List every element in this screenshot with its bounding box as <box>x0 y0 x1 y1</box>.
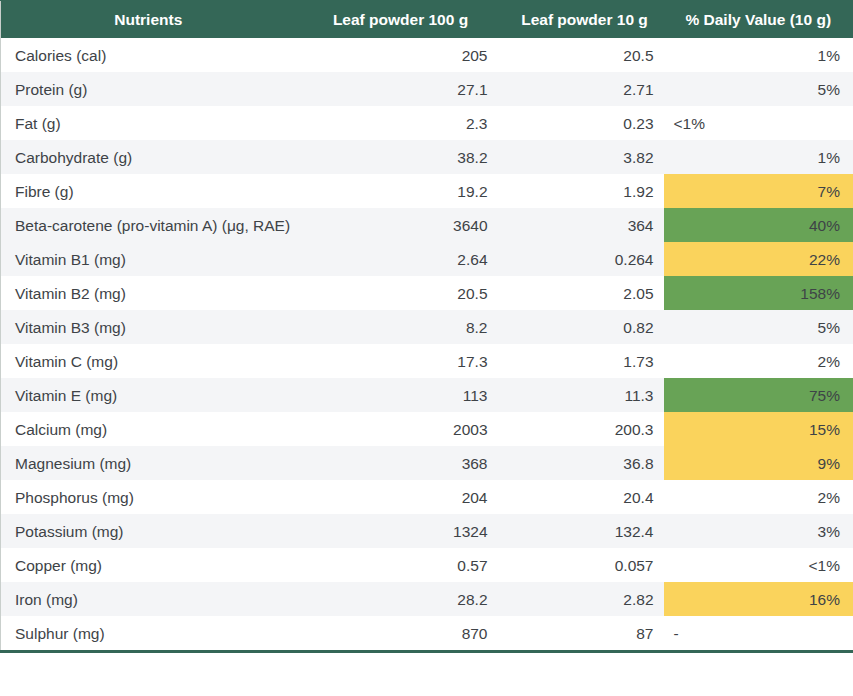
table-row: Fibre (g)19.21.927% <box>1 174 853 208</box>
table-row: Phosphorus (mg)20420.42% <box>1 480 853 514</box>
table-body: Calories (cal)20520.51%Protein (g)27.12.… <box>1 38 853 652</box>
value-10g-cell: 20.4 <box>506 480 664 514</box>
nutrient-cell: Carbohydrate (g) <box>1 140 296 174</box>
nutrient-cell: Beta-carotene (pro-vitamin A) (μg, RAE) <box>1 208 296 242</box>
value-10g-cell: 1.73 <box>506 344 664 378</box>
value-100g-cell: 0.57 <box>296 548 506 582</box>
value-10g-cell: 2.71 <box>506 72 664 106</box>
value-10g-cell: 132.4 <box>506 514 664 548</box>
table-header: Nutrients Leaf powder 100 g Leaf powder … <box>1 1 853 39</box>
value-100g-cell: 2003 <box>296 412 506 446</box>
nutrient-cell: Calcium (mg) <box>1 412 296 446</box>
daily-value-cell: 9% <box>664 446 853 480</box>
value-10g-cell: 0.057 <box>506 548 664 582</box>
value-10g-cell: 20.5 <box>506 38 664 72</box>
header-row: Nutrients Leaf powder 100 g Leaf powder … <box>1 1 853 39</box>
nutrient-cell: Copper (mg) <box>1 548 296 582</box>
daily-value-cell: 22% <box>664 242 853 276</box>
daily-value-cell: 3% <box>664 514 853 548</box>
table-row: Potassium (mg)1324132.43% <box>1 514 853 548</box>
value-100g-cell: 204 <box>296 480 506 514</box>
daily-value-cell: 75% <box>664 378 853 412</box>
nutrient-cell: Calories (cal) <box>1 38 296 72</box>
nutrient-cell: Magnesium (mg) <box>1 446 296 480</box>
value-100g-cell: 38.2 <box>296 140 506 174</box>
daily-value-cell: 5% <box>664 72 853 106</box>
value-10g-cell: 87 <box>506 616 664 652</box>
daily-value-cell: 7% <box>664 174 853 208</box>
value-100g-cell: 17.3 <box>296 344 506 378</box>
nutrition-table: Nutrients Leaf powder 100 g Leaf powder … <box>0 0 853 653</box>
nutrient-cell: Fat (g) <box>1 106 296 140</box>
daily-value-cell: <1% <box>664 548 853 582</box>
table-row: Sulphur (mg)87087- <box>1 616 853 652</box>
value-100g-cell: 3640 <box>296 208 506 242</box>
daily-value-cell: 40% <box>664 208 853 242</box>
nutrition-table-container: Nutrients Leaf powder 100 g Leaf powder … <box>0 0 853 696</box>
daily-value-cell: 2% <box>664 344 853 378</box>
daily-value-cell: 1% <box>664 38 853 72</box>
table-row: Beta-carotene (pro-vitamin A) (μg, RAE)3… <box>1 208 853 242</box>
value-10g-cell: 364 <box>506 208 664 242</box>
value-100g-cell: 113 <box>296 378 506 412</box>
daily-value-cell: 158% <box>664 276 853 310</box>
nutrient-cell: Sulphur (mg) <box>1 616 296 652</box>
nutrient-cell: Vitamin B3 (mg) <box>1 310 296 344</box>
daily-value-cell: 15% <box>664 412 853 446</box>
value-100g-cell: 8.2 <box>296 310 506 344</box>
nutrient-cell: Vitamin C (mg) <box>1 344 296 378</box>
value-100g-cell: 368 <box>296 446 506 480</box>
nutrient-cell: Iron (mg) <box>1 582 296 616</box>
header-leaf-powder-10g: Leaf powder 10 g <box>506 1 664 39</box>
table-row: Calories (cal)20520.51% <box>1 38 853 72</box>
value-100g-cell: 1324 <box>296 514 506 548</box>
nutrient-cell: Phosphorus (mg) <box>1 480 296 514</box>
table-row: Protein (g)27.12.715% <box>1 72 853 106</box>
daily-value-cell: 5% <box>664 310 853 344</box>
value-10g-cell: 11.3 <box>506 378 664 412</box>
daily-value-cell: - <box>664 616 853 652</box>
nutrient-cell: Vitamin B2 (mg) <box>1 276 296 310</box>
value-100g-cell: 20.5 <box>296 276 506 310</box>
table-row: Calcium (mg)2003200.315% <box>1 412 853 446</box>
header-daily-value: % Daily Value (10 g) <box>664 1 853 39</box>
daily-value-cell: 2% <box>664 480 853 514</box>
daily-value-cell: 1% <box>664 140 853 174</box>
table-row: Vitamin B2 (mg)20.52.05158% <box>1 276 853 310</box>
table-row: Fat (g)2.30.23<1% <box>1 106 853 140</box>
value-10g-cell: 3.82 <box>506 140 664 174</box>
table-row: Vitamin B1 (mg)2.640.26422% <box>1 242 853 276</box>
value-10g-cell: 1.92 <box>506 174 664 208</box>
value-100g-cell: 870 <box>296 616 506 652</box>
table-row: Magnesium (mg)36836.89% <box>1 446 853 480</box>
value-10g-cell: 2.82 <box>506 582 664 616</box>
nutrient-cell: Potassium (mg) <box>1 514 296 548</box>
table-row: Copper (mg)0.570.057<1% <box>1 548 853 582</box>
value-100g-cell: 27.1 <box>296 72 506 106</box>
value-100g-cell: 28.2 <box>296 582 506 616</box>
value-10g-cell: 2.05 <box>506 276 664 310</box>
daily-value-cell: <1% <box>664 106 853 140</box>
value-10g-cell: 0.82 <box>506 310 664 344</box>
table-row: Vitamin B3 (mg)8.20.825% <box>1 310 853 344</box>
value-100g-cell: 2.64 <box>296 242 506 276</box>
nutrient-cell: Vitamin E (mg) <box>1 378 296 412</box>
value-10g-cell: 200.3 <box>506 412 664 446</box>
value-100g-cell: 2.3 <box>296 106 506 140</box>
table-row: Vitamin C (mg)17.31.732% <box>1 344 853 378</box>
value-10g-cell: 0.23 <box>506 106 664 140</box>
value-100g-cell: 19.2 <box>296 174 506 208</box>
value-10g-cell: 0.264 <box>506 242 664 276</box>
nutrient-cell: Vitamin B1 (mg) <box>1 242 296 276</box>
table-row: Iron (mg)28.22.8216% <box>1 582 853 616</box>
header-leaf-powder-100g: Leaf powder 100 g <box>296 1 506 39</box>
nutrient-cell: Protein (g) <box>1 72 296 106</box>
header-nutrients: Nutrients <box>1 1 296 39</box>
table-row: Carbohydrate (g)38.23.821% <box>1 140 853 174</box>
value-10g-cell: 36.8 <box>506 446 664 480</box>
nutrient-cell: Fibre (g) <box>1 174 296 208</box>
daily-value-cell: 16% <box>664 582 853 616</box>
value-100g-cell: 205 <box>296 38 506 72</box>
table-row: Vitamin E (mg)11311.375% <box>1 378 853 412</box>
